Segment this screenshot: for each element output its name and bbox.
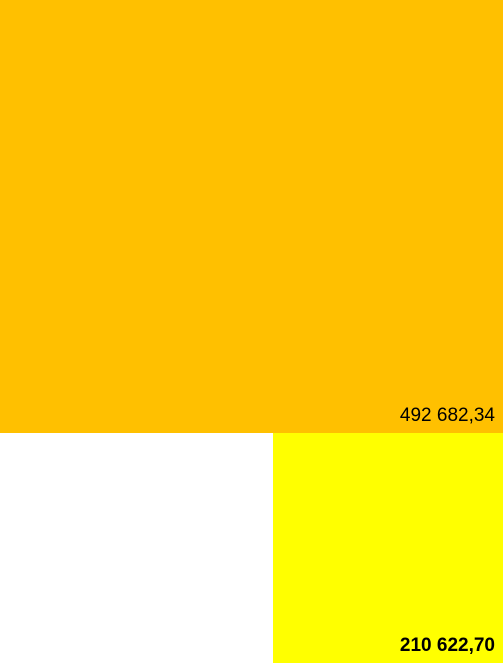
yellow-cell[interactable]: 210 622,70 [273,433,503,663]
empty-cell[interactable] [0,433,273,663]
orange-cell-value: 492 682,34 [399,405,495,426]
orange-cell[interactable]: 492 682,34 [0,0,503,433]
yellow-cell-value: 210 622,70 [399,635,495,656]
